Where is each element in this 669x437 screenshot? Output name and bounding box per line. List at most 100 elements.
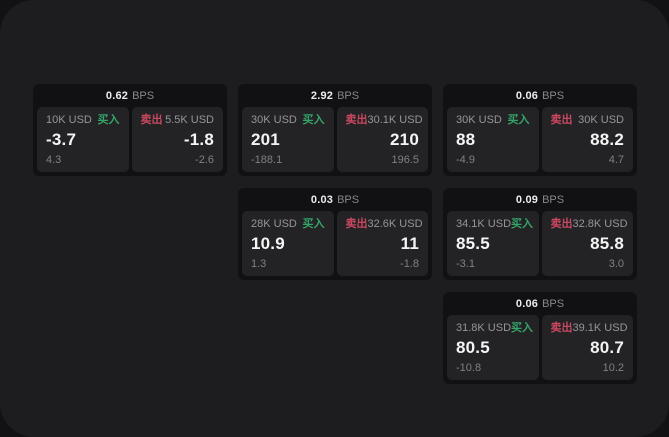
card-header: 0.03 BPS bbox=[238, 188, 432, 211]
card-header: 2.92 BPS bbox=[238, 84, 432, 107]
sell-amount: 30.1K USD bbox=[367, 114, 423, 126]
sell-panel[interactable]: 卖出 5.5K USD -1.8 -2.6 bbox=[131, 107, 223, 172]
buy-panel[interactable]: 30K USD 买入 88 -4.9 bbox=[447, 107, 539, 172]
buy-side-label: 买入 bbox=[97, 114, 120, 126]
buy-price: 80.5 bbox=[456, 338, 490, 357]
sell-amount: 32.8K USD bbox=[572, 218, 628, 230]
sell-panel[interactable]: 卖出 30K USD 88.2 4.7 bbox=[541, 107, 633, 172]
buy-panel-top: 30K USD 买入 bbox=[456, 114, 530, 127]
spread-bps-value: 0.62 bbox=[105, 89, 129, 102]
sell-sub-value: -1.8 bbox=[400, 258, 419, 270]
buy-price: 85.5 bbox=[456, 234, 490, 253]
buy-panel-top: 10K USD 买入 bbox=[46, 114, 120, 127]
buy-side-label: 买入 bbox=[511, 322, 534, 334]
buy-price: 201 bbox=[251, 130, 280, 149]
buy-amount: 28K USD bbox=[251, 218, 297, 230]
buy-side-label: 买入 bbox=[507, 114, 530, 126]
card-body: 10K USD 买入 -3.7 4.3 卖出 5.5K USD -1.8 -2.… bbox=[33, 107, 227, 176]
buy-panel-top: 30K USD 买入 bbox=[251, 114, 325, 127]
buy-panel[interactable]: 28K USD 买入 10.9 1.3 bbox=[242, 211, 334, 276]
sell-sub-value: 3.0 bbox=[608, 258, 624, 270]
sell-side-label: 卖出 bbox=[550, 218, 573, 230]
spread-bps-unit: BPS bbox=[132, 89, 155, 102]
card-body: 28K USD 买入 10.9 1.3 卖出 32.6K USD 11 -1.8 bbox=[238, 211, 432, 280]
buy-panel[interactable]: 30K USD 买入 201 -188.1 bbox=[242, 107, 334, 172]
buy-side-label: 买入 bbox=[302, 114, 325, 126]
spread-bps-unit: BPS bbox=[542, 89, 565, 102]
spread-bps-value: 2.92 bbox=[310, 89, 334, 102]
buy-amount: 30K USD bbox=[456, 114, 502, 126]
sell-price: 80.7 bbox=[590, 338, 624, 357]
sell-sub-value: 10.2 bbox=[602, 362, 624, 374]
sell-panel-top: 卖出 5.5K USD bbox=[141, 114, 215, 127]
cards-grid: 0.62 BPS 10K USD 买入 -3.7 4.3 卖出 5.5K USD… bbox=[33, 84, 637, 384]
card-body: 34.1K USD 买入 85.5 -3.1 卖出 32.8K USD 85.8… bbox=[443, 211, 637, 280]
quote-card[interactable]: 0.62 BPS 10K USD 买入 -3.7 4.3 卖出 5.5K USD… bbox=[33, 84, 227, 176]
sell-panel[interactable]: 卖出 39.1K USD 80.7 10.2 bbox=[541, 315, 633, 380]
spread-bps-unit: BPS bbox=[337, 89, 360, 102]
sell-amount: 5.5K USD bbox=[165, 114, 214, 126]
sell-side-label: 卖出 bbox=[550, 322, 573, 334]
card-body: 30K USD 买入 88 -4.9 卖出 30K USD 88.2 4.7 bbox=[443, 107, 637, 176]
buy-side-label: 买入 bbox=[302, 218, 325, 230]
buy-amount: 31.8K USD bbox=[456, 322, 512, 334]
sell-sub-value: -2.6 bbox=[195, 154, 214, 166]
sell-amount: 32.6K USD bbox=[367, 218, 423, 230]
sell-price: 210 bbox=[390, 130, 419, 149]
sell-side-label: 卖出 bbox=[345, 218, 368, 230]
spread-bps-value: 0.06 bbox=[515, 297, 539, 310]
card-header: 0.06 BPS bbox=[443, 84, 637, 107]
sell-side-label: 卖出 bbox=[345, 114, 368, 126]
quote-card[interactable]: 0.03 BPS 28K USD 买入 10.9 1.3 卖出 32.6K US… bbox=[238, 188, 432, 280]
card-body: 30K USD 买入 201 -188.1 卖出 30.1K USD 210 1… bbox=[238, 107, 432, 176]
sell-sub-value: 4.7 bbox=[608, 154, 624, 166]
buy-panel[interactable]: 34.1K USD 买入 85.5 -3.1 bbox=[447, 211, 539, 276]
buy-panel[interactable]: 31.8K USD 买入 80.5 -10.8 bbox=[447, 315, 539, 380]
buy-panel-top: 34.1K USD 买入 bbox=[456, 218, 534, 231]
buy-sub-value: -4.9 bbox=[456, 154, 475, 166]
sell-sub-value: 196.5 bbox=[391, 154, 419, 166]
sell-panel-top: 卖出 32.8K USD bbox=[550, 218, 628, 231]
card-header: 0.06 BPS bbox=[443, 292, 637, 315]
card-header: 0.62 BPS bbox=[33, 84, 227, 107]
card-header: 0.09 BPS bbox=[443, 188, 637, 211]
buy-sub-value: -3.1 bbox=[456, 258, 475, 270]
sell-price: 11 bbox=[400, 234, 419, 253]
buy-amount: 30K USD bbox=[251, 114, 297, 126]
buy-price: -3.7 bbox=[46, 130, 77, 149]
buy-panel[interactable]: 10K USD 买入 -3.7 4.3 bbox=[37, 107, 129, 172]
spread-bps-unit: BPS bbox=[542, 297, 565, 310]
sell-amount: 39.1K USD bbox=[572, 322, 628, 334]
quote-card[interactable]: 2.92 BPS 30K USD 买入 201 -188.1 卖出 30.1K … bbox=[238, 84, 432, 176]
buy-sub-value: -10.8 bbox=[456, 362, 482, 374]
spread-bps-unit: BPS bbox=[337, 193, 360, 206]
sell-panel-top: 卖出 39.1K USD bbox=[550, 322, 628, 335]
buy-amount: 34.1K USD bbox=[456, 218, 512, 230]
buy-amount: 10K USD bbox=[46, 114, 92, 126]
sell-price: 88.2 bbox=[590, 130, 624, 149]
sell-amount: 30K USD bbox=[578, 114, 624, 126]
sell-panel-top: 卖出 30K USD bbox=[551, 114, 625, 127]
sell-panel-top: 卖出 30.1K USD bbox=[345, 114, 423, 127]
buy-sub-value: 4.3 bbox=[46, 154, 62, 166]
buy-panel-top: 31.8K USD 买入 bbox=[456, 322, 534, 335]
buy-panel-top: 28K USD 买入 bbox=[251, 218, 325, 231]
spread-bps-value: 0.09 bbox=[515, 193, 539, 206]
sell-price: -1.8 bbox=[183, 130, 214, 149]
spread-bps-value: 0.06 bbox=[515, 89, 539, 102]
sell-panel[interactable]: 卖出 32.6K USD 11 -1.8 bbox=[336, 211, 428, 276]
buy-price: 88 bbox=[456, 130, 476, 149]
sell-panel[interactable]: 卖出 32.8K USD 85.8 3.0 bbox=[541, 211, 633, 276]
sell-side-label: 卖出 bbox=[550, 114, 573, 126]
buy-sub-value: -188.1 bbox=[251, 154, 283, 166]
quote-card[interactable]: 0.06 BPS 31.8K USD 买入 80.5 -10.8 卖出 39.1… bbox=[443, 292, 637, 384]
buy-sub-value: 1.3 bbox=[251, 258, 267, 270]
quote-card[interactable]: 0.06 BPS 30K USD 买入 88 -4.9 卖出 30K USD 8… bbox=[443, 84, 637, 176]
spread-bps-unit: BPS bbox=[542, 193, 565, 206]
quote-card[interactable]: 0.09 BPS 34.1K USD 买入 85.5 -3.1 卖出 32.8K… bbox=[443, 188, 637, 280]
spread-bps-value: 0.03 bbox=[310, 193, 334, 206]
buy-side-label: 买入 bbox=[511, 218, 534, 230]
sell-panel[interactable]: 卖出 30.1K USD 210 196.5 bbox=[336, 107, 428, 172]
sell-panel-top: 卖出 32.6K USD bbox=[345, 218, 423, 231]
